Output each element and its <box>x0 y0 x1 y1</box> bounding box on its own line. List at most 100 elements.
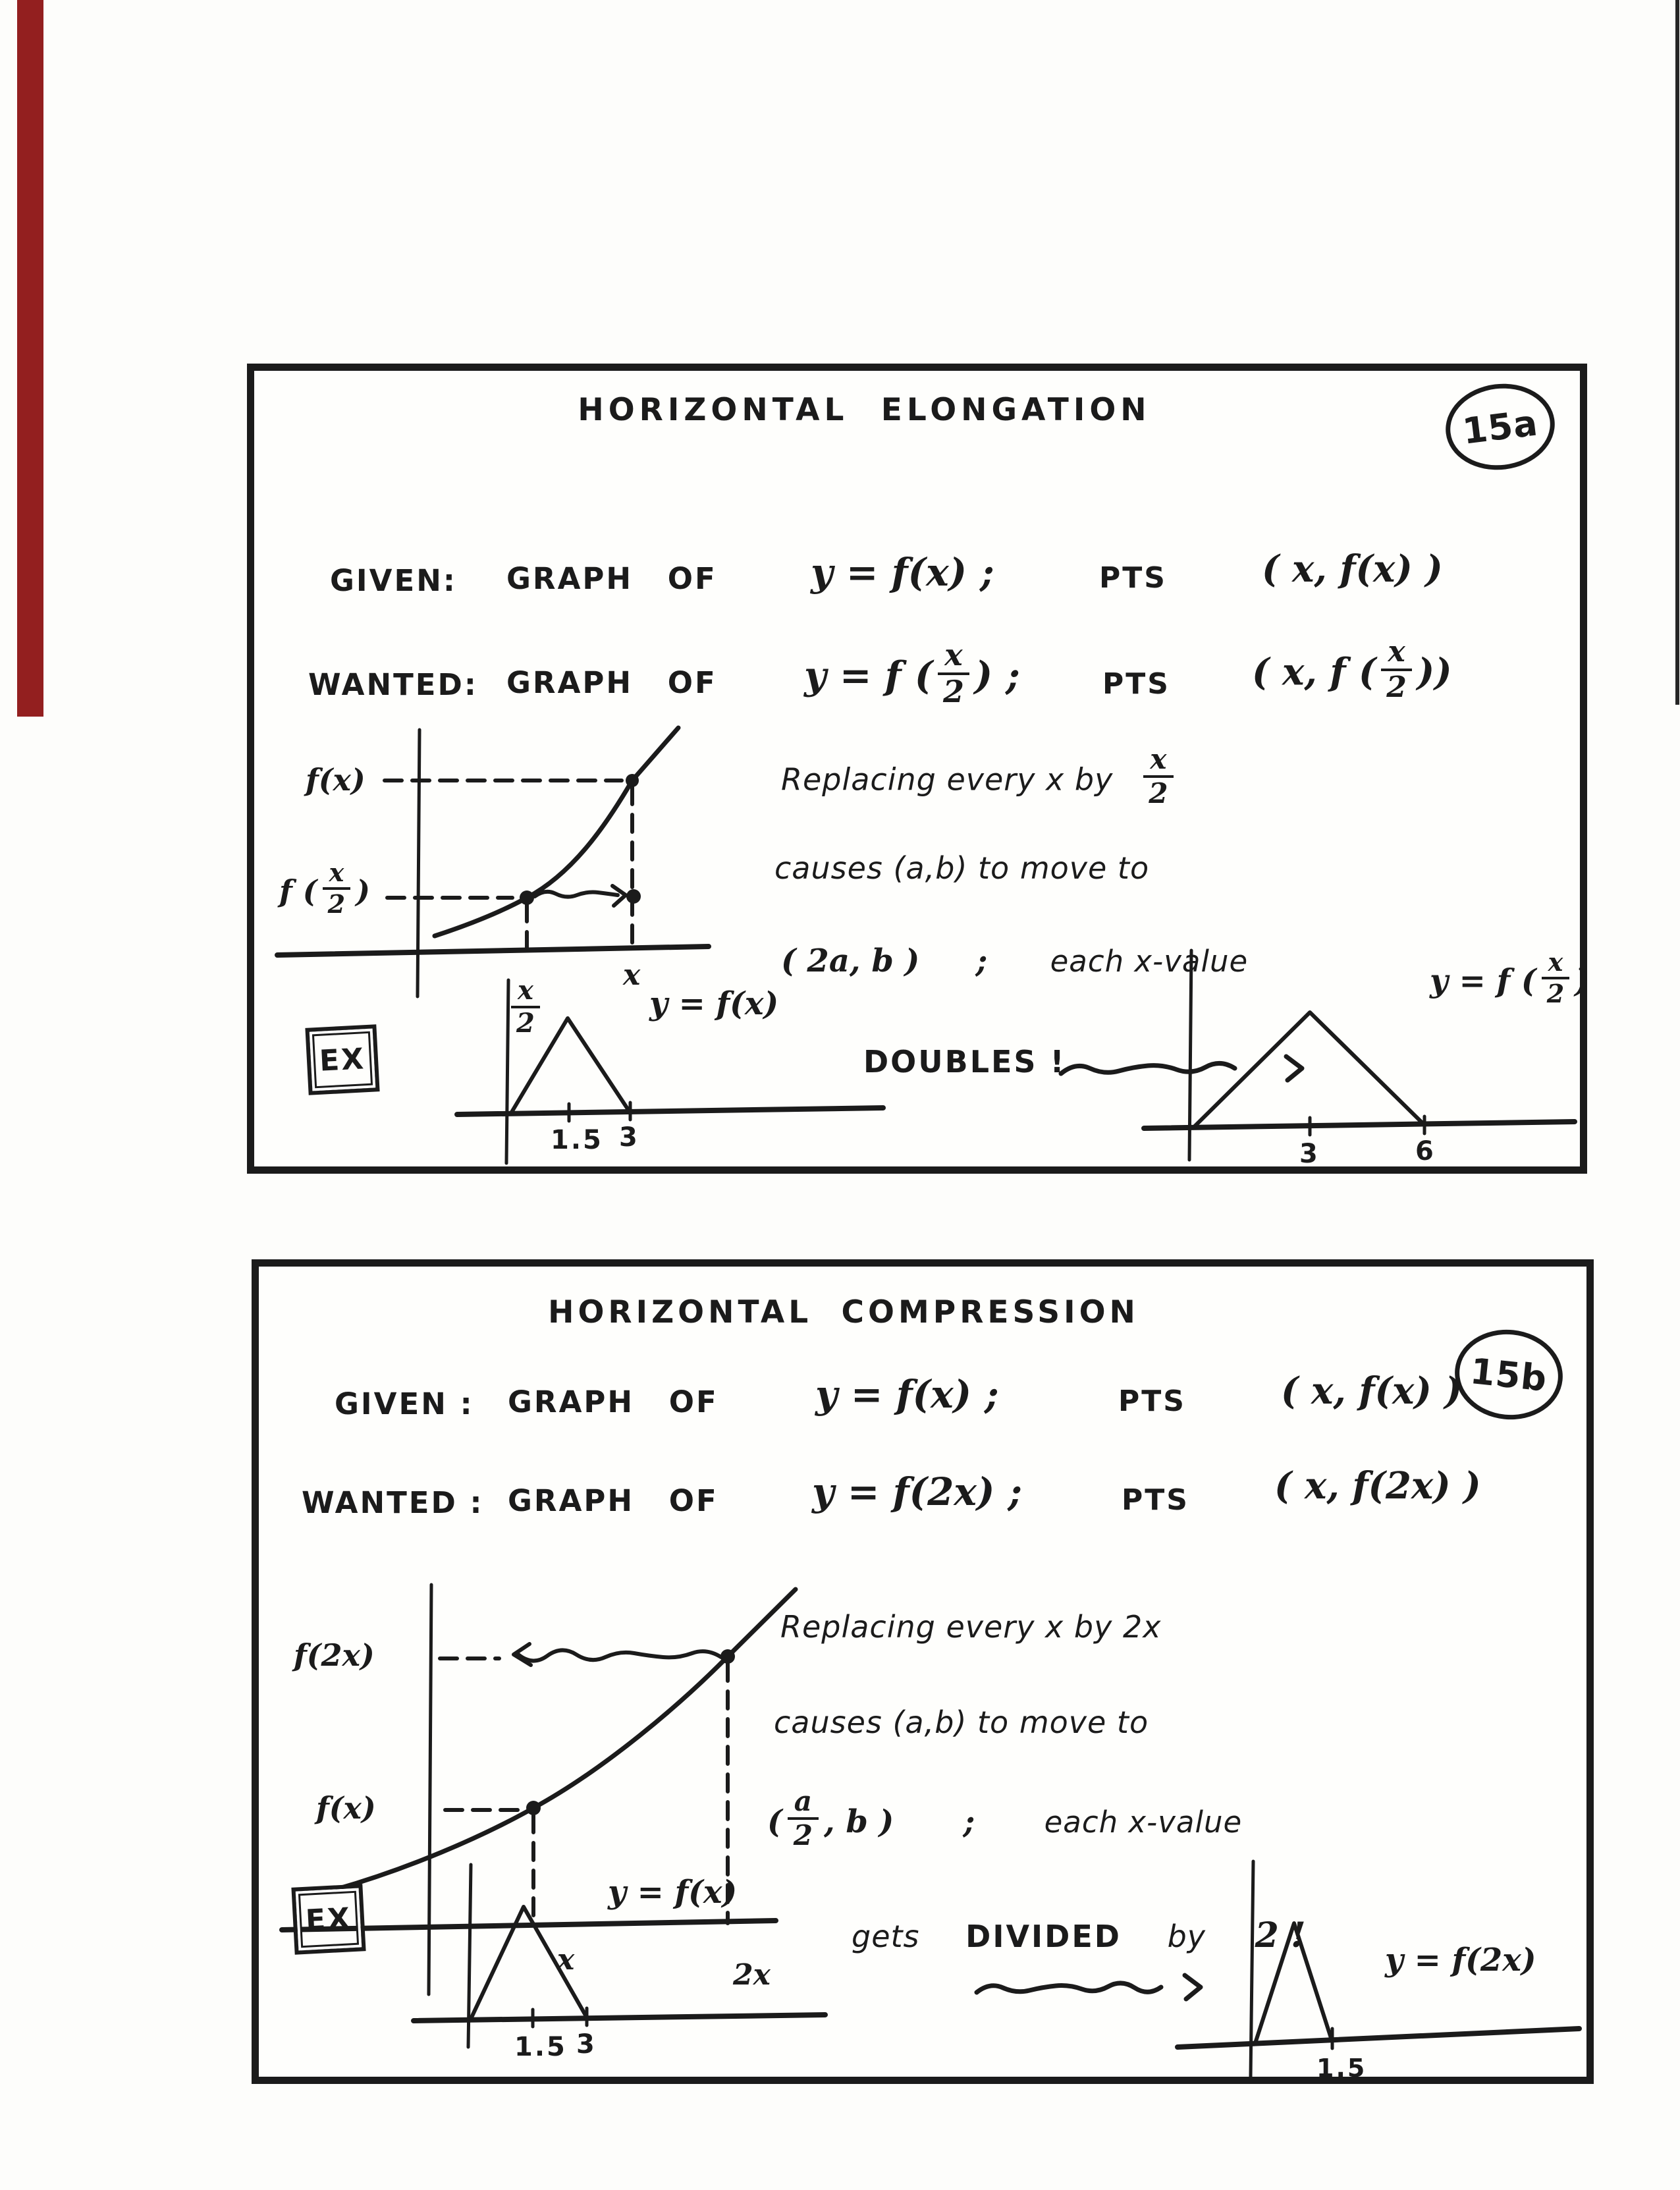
given-pts: PTS <box>1099 561 1167 595</box>
note-line4-by: by <box>1167 1919 1206 1954</box>
curve-label-post: ) <box>1575 962 1590 1000</box>
triangle-curve <box>469 1905 589 2021</box>
elongation-diagram-canvas <box>275 725 711 999</box>
transform-arrow-canvas <box>974 1973 1203 2002</box>
example-graph-fx2-canvas <box>1141 948 1577 1162</box>
wanted-label: WANTED: <box>308 667 478 702</box>
wanted-equation: y = f(2x) ; <box>812 1469 1023 1514</box>
note-line2: causes (a,b) to move to <box>774 1705 1149 1740</box>
x-axis <box>1175 2026 1582 2050</box>
fraction-numerator: x <box>938 640 969 675</box>
ylabel-pre: f ( <box>279 873 317 910</box>
curve-label: y = f (x 2) <box>1430 949 1590 1011</box>
panel-a-badge-text: 15a <box>1460 401 1540 452</box>
wanted-point: ( x, f(2x) ) <box>1274 1464 1481 1508</box>
fraction-denominator: 2 <box>1546 979 1565 1009</box>
panel-b-badge-text: 15b <box>1468 1350 1550 1400</box>
diagram-ylabel-f2x: f(2x) <box>294 1637 375 1673</box>
note-line4-gets: gets <box>852 1919 920 1954</box>
example-label: EX <box>318 1041 367 1078</box>
fraction-numerator: x <box>1143 746 1174 778</box>
given-label: GIVEN : <box>335 1386 474 1421</box>
example-label-box: EX <box>305 1024 380 1095</box>
wanted-point: ( x, f (x 2)) <box>1252 638 1452 707</box>
tick-label-1-5: 1.5 <box>1316 2054 1367 2083</box>
fraction-numerator: x <box>1381 638 1412 671</box>
diagram-xtick-2x: 2x <box>733 1958 771 1992</box>
note-line3-point: ( 2a, b ) <box>781 943 920 979</box>
tick-label-3: 3 <box>1299 1139 1320 1169</box>
note-line3: (a 2, b ) ; each x-value <box>767 1788 1242 1854</box>
note-line4: gets DIVIDED by 2 ! <box>852 1915 1306 1956</box>
transform-arrow-canvas <box>1058 1054 1305 1083</box>
diagram-ylabel-fx: f(x) <box>316 1790 376 1826</box>
panel-b-page-badge: 15b <box>1450 1324 1567 1425</box>
fraction-numerator: a <box>787 1788 819 1820</box>
compression-diagram: f(2x) f(x) x 2x <box>275 1579 798 2027</box>
triangle-curve <box>509 1016 632 1115</box>
wanted-equation: y = f (x 2) ; <box>804 640 1020 711</box>
note-line3: ( 2a, b ) ; each x-value <box>781 943 1248 979</box>
arrowhead-right <box>1182 1973 1203 2002</box>
wanted-pts: PTS <box>1102 667 1170 701</box>
compression-diagram-canvas <box>279 1583 798 1996</box>
squiggle-arrow <box>974 1981 1164 1995</box>
point-2x-f2x <box>720 1649 735 1664</box>
example-graph-fx: 1.5 3 y = f(x) <box>410 1859 832 2062</box>
arrowhead-right <box>1284 1054 1305 1083</box>
given-point: ( x, f(x) ) <box>1281 1369 1462 1413</box>
given-pts: PTS <box>1118 1384 1186 1418</box>
fraction-numerator: x <box>322 860 351 890</box>
curve-label-pre: y = f ( <box>1430 962 1536 1000</box>
diagram-ylabel-fx2: f (x 2) <box>279 860 370 921</box>
tick-label-3: 3 <box>619 1122 639 1153</box>
note-line3-semicolon: ; <box>975 943 988 979</box>
example-graph-fx-canvas <box>411 1863 828 2049</box>
x-axis <box>275 944 711 958</box>
wanted-eq-pre: y = f ( <box>804 653 933 698</box>
diagram-ylabel-fx: f(x) <box>306 762 366 798</box>
x-axis <box>411 2012 828 2023</box>
note-line3-open: ( <box>767 1803 782 1840</box>
panel-horizontal-elongation: HORIZONTAL ELONGATION 15a GIVEN: GRAPH O… <box>247 364 1590 1174</box>
ylabel-post: ) <box>356 873 370 910</box>
point-x2-fx2 <box>520 890 534 905</box>
wanted-point-post: )) <box>1417 650 1452 694</box>
curve-label: y = f(x) <box>649 985 779 1022</box>
example-graph-f2x: 1.5 y = f(2x) <box>1168 1856 1589 2093</box>
y-axis <box>504 978 510 1165</box>
transform-arrow <box>1054 1046 1318 1092</box>
arrowhead-left <box>512 1642 533 1667</box>
example-graph-fx2: 3 6 y = f (x 2) <box>1140 943 1590 1170</box>
squiggle-arrow <box>1058 1061 1237 1076</box>
fraction-denominator: 2 <box>1386 670 1407 704</box>
function-curve <box>432 725 681 939</box>
example-graph-fx: 1.5 3 y = f(x) <box>452 973 893 1171</box>
note-line3-each: each x-value <box>1050 944 1249 979</box>
diagram-xtick-x: x <box>623 958 641 992</box>
fraction-denominator: 2 <box>327 889 346 919</box>
wanted-pts: PTS <box>1122 1483 1189 1517</box>
triangle-curve <box>1253 1921 1333 2045</box>
note-line1: Replacing every x by x 2 <box>781 746 1179 812</box>
scan-edge-red-strip <box>17 0 43 717</box>
y-axis <box>416 728 421 999</box>
given-equation: y = f(x) ; <box>811 550 994 595</box>
arrowhead-right <box>610 884 628 908</box>
triangle-curve <box>1192 1010 1426 1129</box>
point-moved <box>626 889 641 904</box>
example-graph-fx-canvas <box>454 978 886 1165</box>
note-line3-semicolon: ; <box>963 1803 975 1840</box>
point-x-fx <box>526 1801 541 1815</box>
fraction-numerator: x <box>511 977 540 1008</box>
example-label: EX <box>304 1901 353 1938</box>
panel-b-title: HORIZONTAL COMPRESSION <box>548 1294 1139 1330</box>
wanted-label: WANTED : <box>302 1485 484 1520</box>
given-graph-of: GRAPH OF <box>506 561 717 596</box>
